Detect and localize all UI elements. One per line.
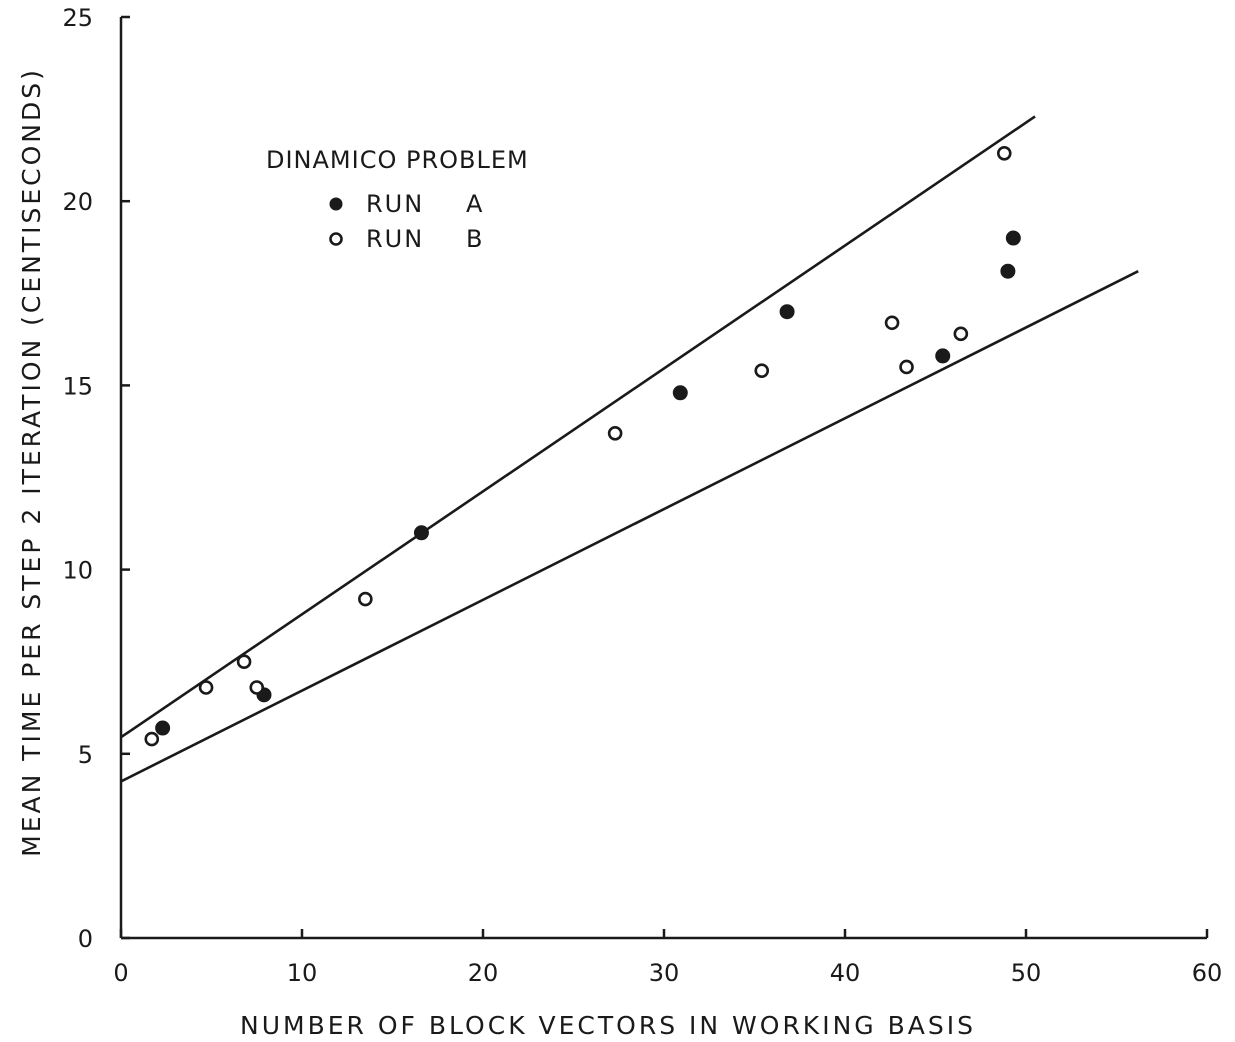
x-tick-label: 0 bbox=[113, 959, 128, 987]
point-run-b bbox=[144, 731, 160, 747]
point-run-b bbox=[996, 146, 1012, 161]
point-run-b bbox=[884, 315, 900, 331]
legend-key-run-a: A bbox=[466, 190, 484, 218]
fit-lines bbox=[120, 115, 1139, 783]
point-run-a bbox=[779, 304, 795, 320]
point-run-a bbox=[935, 348, 951, 364]
y-tick-label: 10 bbox=[62, 557, 93, 585]
x-tick-label: 60 bbox=[1192, 959, 1223, 987]
point-run-a bbox=[155, 720, 171, 736]
legend-title: DINAMICO PROBLEM bbox=[266, 146, 529, 174]
point-run-b bbox=[754, 363, 770, 378]
y-tick-label: 25 bbox=[62, 4, 93, 32]
lower-bound-line bbox=[120, 270, 1139, 783]
x-tick-label: 20 bbox=[468, 959, 499, 987]
point-run-a bbox=[672, 385, 688, 401]
legend: DINAMICO PROBLEM RUN A RUN B bbox=[266, 146, 529, 253]
y-tick-label: 20 bbox=[62, 188, 93, 216]
legend-key-run-b: B bbox=[466, 225, 484, 253]
legend-marker-run-a bbox=[329, 197, 343, 211]
point-run-a bbox=[413, 525, 429, 541]
y-tick-label: 15 bbox=[62, 372, 93, 400]
tick-marks: 0 10 20 30 40 50 60 0 5 10 15 20 25 bbox=[62, 4, 1222, 987]
point-run-b bbox=[899, 359, 914, 375]
legend-label-run-b: RUN bbox=[366, 225, 424, 253]
upper-bound-line bbox=[120, 115, 1036, 739]
y-tick-label: 5 bbox=[78, 741, 93, 769]
point-run-b bbox=[198, 680, 214, 695]
x-tick-label: 10 bbox=[287, 959, 318, 987]
legend-label-run-a: RUN bbox=[366, 190, 424, 218]
y-tick-label: 0 bbox=[78, 925, 93, 953]
point-run-a bbox=[1005, 230, 1021, 246]
point-run-a bbox=[1000, 263, 1016, 279]
point-run-b bbox=[607, 425, 623, 441]
x-tick-label: 30 bbox=[649, 959, 680, 987]
x-tick-label: 50 bbox=[1011, 959, 1042, 987]
point-run-b bbox=[358, 591, 373, 607]
point-run-b bbox=[236, 654, 252, 670]
point-run-b bbox=[953, 326, 969, 342]
y-axis-title: MEAN TIME PER STEP 2 ITERATION (CENTISEC… bbox=[17, 67, 46, 857]
data-points bbox=[144, 146, 1021, 747]
legend-marker-run-b bbox=[329, 232, 343, 246]
point-run-b bbox=[249, 680, 265, 695]
x-tick-label: 40 bbox=[830, 959, 861, 987]
x-axis-title: NUMBER OF BLOCK VECTORS IN WORKING BASIS bbox=[240, 1011, 976, 1040]
